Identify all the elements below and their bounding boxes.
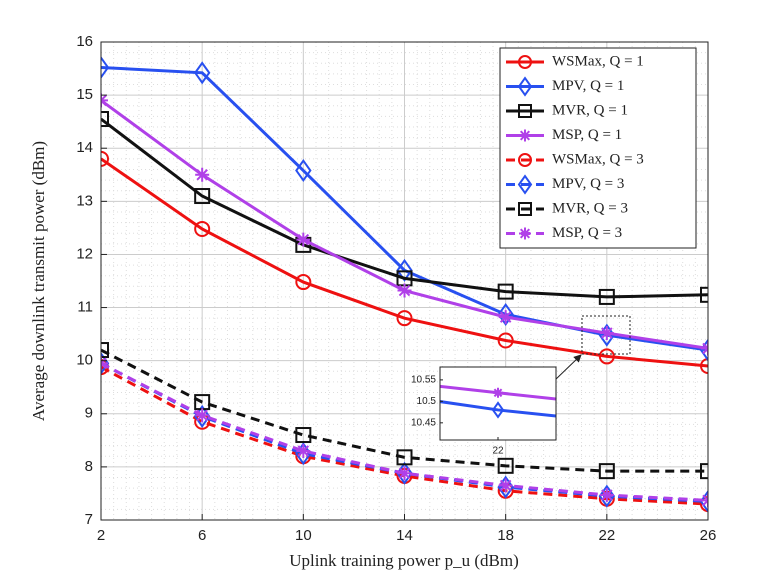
inset-y-tick-label: 10.45 xyxy=(411,417,436,428)
marker xyxy=(497,302,514,326)
marker xyxy=(498,478,513,493)
marker xyxy=(517,76,533,97)
marker xyxy=(599,488,614,503)
series-line xyxy=(440,400,556,418)
marker xyxy=(519,227,531,240)
marker xyxy=(598,484,616,508)
x-axis-label: Uplink training power p_u (dBm) xyxy=(289,551,518,570)
marker xyxy=(195,167,210,182)
marker xyxy=(101,342,109,359)
legend-label: MPV, Q = 3 xyxy=(552,176,624,192)
marker xyxy=(193,61,211,85)
marker xyxy=(396,449,413,466)
y-tick-label: 9 xyxy=(85,405,93,422)
marker xyxy=(491,401,505,419)
y-tick-label: 12 xyxy=(76,245,93,262)
inset: 22 10.45 10.5 10.55 xyxy=(411,366,557,457)
marker xyxy=(295,427,312,444)
inset-y-tick-label: 10.55 xyxy=(411,375,436,386)
y-tick-label: 8 xyxy=(85,458,93,475)
x-tick-label: 2 xyxy=(97,527,105,544)
marker xyxy=(397,466,412,481)
marker xyxy=(518,202,532,216)
legend: WSMax, Q = 1 MPV, Q = 1 MVR, Q = 1 MSP, Q =… xyxy=(499,47,697,249)
marker xyxy=(518,104,532,118)
x-tick-label: 14 xyxy=(396,527,413,544)
x-tick-label: 26 xyxy=(700,527,717,544)
marker xyxy=(194,188,211,205)
y-tick-label: 14 xyxy=(76,139,93,156)
marker xyxy=(101,150,109,167)
legend-label: MVR, Q = 3 xyxy=(552,200,628,216)
legend-label: MSP, Q = 1 xyxy=(552,127,622,143)
y-axis-label: Average downlink transmit power (dBm) xyxy=(29,141,48,421)
marker xyxy=(101,111,109,128)
y-tick-label: 16 xyxy=(76,33,93,50)
marker xyxy=(295,274,312,291)
marker xyxy=(498,310,513,325)
legend-box xyxy=(499,47,697,249)
marker xyxy=(396,258,413,282)
inset-lines xyxy=(440,384,556,419)
marker xyxy=(598,463,615,480)
series-line xyxy=(101,117,708,299)
x-tick-label: 6 xyxy=(198,527,206,544)
marker xyxy=(497,457,514,474)
lines xyxy=(101,55,708,513)
marker xyxy=(599,326,614,341)
series-line xyxy=(101,157,708,368)
marker xyxy=(397,283,412,298)
marker xyxy=(194,220,211,237)
marker xyxy=(518,55,532,69)
y-tick-label: 10 xyxy=(76,352,93,369)
legend-label: MPV, Q = 1 xyxy=(552,78,624,94)
marker xyxy=(518,153,532,167)
legend-label: MSP, Q = 3 xyxy=(552,225,622,241)
inset-y-tick-label: 10.5 xyxy=(417,396,437,407)
series-line xyxy=(101,348,708,473)
y-tick-label: 7 xyxy=(85,511,93,528)
marker xyxy=(195,408,210,423)
x-tick-label: 18 xyxy=(497,527,514,544)
marker xyxy=(296,443,311,458)
marker xyxy=(396,310,413,327)
marker xyxy=(497,332,514,349)
x-tick-label: 22 xyxy=(598,527,615,544)
x-tick-label: 10 xyxy=(295,527,312,544)
marker xyxy=(700,357,708,374)
marker xyxy=(296,232,311,247)
marker xyxy=(699,489,708,513)
legend-label: MVR, Q = 1 xyxy=(552,102,628,118)
marker xyxy=(598,348,615,365)
zoom-arrow xyxy=(553,354,582,382)
marker xyxy=(700,496,708,513)
y-tick-label: 15 xyxy=(76,86,93,103)
legend-label: WSMax, Q = 1 xyxy=(552,53,644,69)
legend-label: WSMax, Q = 3 xyxy=(552,151,644,167)
inset-x-tick-label: 22 xyxy=(492,446,504,457)
y-tick-label: 11 xyxy=(77,299,93,316)
marker xyxy=(519,129,531,142)
marker xyxy=(700,286,708,303)
marker xyxy=(700,463,708,480)
zoom-box xyxy=(581,315,631,355)
y-tick-label: 13 xyxy=(76,192,93,209)
marker xyxy=(517,174,533,195)
marker xyxy=(497,283,514,300)
marker xyxy=(493,387,503,398)
marker xyxy=(598,288,615,305)
marker xyxy=(295,159,312,183)
marker xyxy=(101,55,110,80)
